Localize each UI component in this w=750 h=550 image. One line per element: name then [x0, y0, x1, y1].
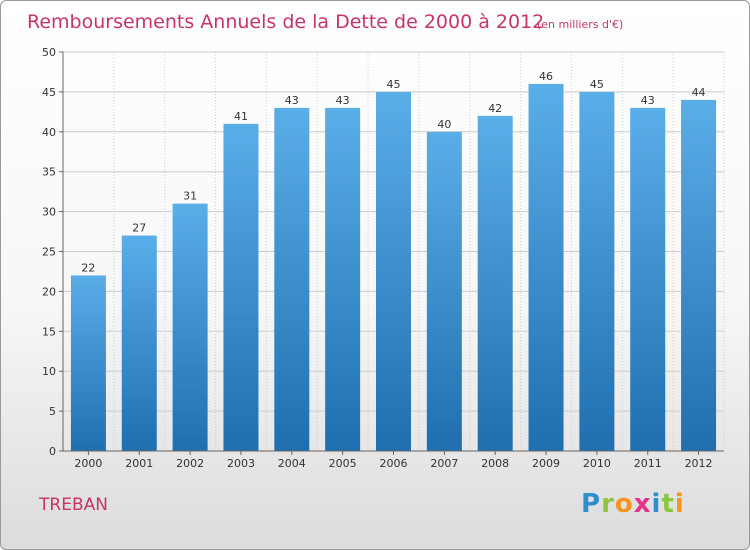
x-tick-label: 2010 — [583, 457, 611, 470]
y-tick-label: 5 — [49, 405, 56, 418]
x-tick-label: 2008 — [481, 457, 509, 470]
logo-letter: o — [614, 489, 634, 519]
logo-letter: x — [633, 489, 652, 519]
bar-2004 — [274, 107, 310, 452]
bar-2005 — [325, 107, 361, 452]
data-label: 43 — [641, 94, 655, 107]
x-tick-label: 2005 — [329, 457, 357, 470]
bar-2001 — [121, 235, 157, 451]
x-tick-label: 2002 — [176, 457, 204, 470]
data-label: 31 — [183, 190, 197, 203]
y-tick-label: 20 — [42, 285, 56, 298]
x-tick-label: 2001 — [125, 457, 153, 470]
proxiti-logo: Proxiti — [581, 489, 685, 519]
y-tick-label: 35 — [42, 166, 56, 179]
bar-2011 — [630, 107, 666, 452]
y-tick-label: 45 — [42, 86, 56, 99]
y-tick-label: 10 — [42, 365, 56, 378]
y-tick-label: 15 — [42, 325, 56, 338]
x-tick-label: 2009 — [532, 457, 560, 470]
x-tick-label: 2007 — [430, 457, 458, 470]
bar-2002 — [172, 203, 208, 451]
logo-letter: P — [581, 489, 602, 519]
data-label: 44 — [692, 86, 706, 99]
logo-letter: i — [651, 489, 662, 519]
y-tick-label: 50 — [42, 46, 56, 59]
bar-2000 — [70, 275, 106, 451]
data-label: 41 — [234, 110, 248, 123]
bar-2006 — [376, 91, 411, 452]
y-tick-label: 25 — [42, 246, 56, 259]
y-tick-label: 30 — [42, 206, 56, 219]
bar-2012 — [681, 99, 717, 451]
data-label: 22 — [81, 261, 95, 274]
bars-layer: 22 27 31 41 43 43 45 40 42 46 45 43 44 — [70, 70, 717, 452]
bar-2007 — [426, 131, 462, 452]
logo-letter: i — [674, 489, 685, 519]
x-tick-label: 2012 — [685, 457, 713, 470]
x-tick-label: 2006 — [380, 457, 408, 470]
data-label: 45 — [387, 78, 401, 91]
data-label: 43 — [336, 94, 350, 107]
data-label: 43 — [285, 94, 299, 107]
data-label: 27 — [132, 222, 146, 235]
y-tick-label: 0 — [49, 445, 56, 458]
bar-2009 — [528, 83, 564, 452]
axis-layer: 0 5 10 15 20 25 30 35 40 45 50 2000 2001 2002 2003 2004… — [42, 46, 724, 470]
x-tick-label: 2011 — [634, 457, 662, 470]
x-tick-label: 2004 — [278, 457, 306, 470]
data-label: 40 — [437, 118, 451, 131]
x-tick-label: 2000 — [74, 457, 102, 470]
bar-2010 — [579, 91, 615, 452]
logo-letter: r — [601, 489, 615, 519]
commune-name: TREBAN — [39, 495, 108, 515]
bar-2008 — [477, 115, 513, 451]
logo-letter: t — [661, 489, 675, 519]
data-label: 46 — [539, 70, 553, 83]
bar-2003 — [223, 123, 259, 451]
chart-title: Remboursements Annuels de la Dette de 20… — [27, 11, 544, 33]
data-label: 45 — [590, 78, 604, 91]
y-tick-label: 40 — [42, 126, 56, 139]
data-label: 42 — [488, 102, 502, 115]
x-tick-label: 2003 — [227, 457, 255, 470]
chart-subtitle: (en milliers d'€) — [537, 18, 623, 31]
